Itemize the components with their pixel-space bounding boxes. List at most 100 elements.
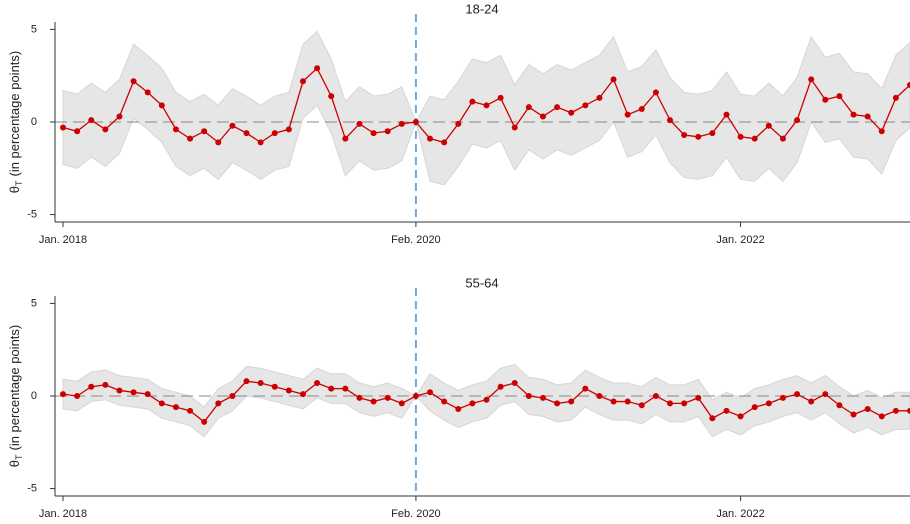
data-point xyxy=(441,398,448,405)
data-point xyxy=(610,76,617,83)
data-point xyxy=(737,413,744,420)
data-point xyxy=(215,139,222,146)
data-point xyxy=(765,400,772,407)
data-point xyxy=(836,93,843,100)
data-point xyxy=(892,94,899,101)
data-point xyxy=(60,124,66,131)
data-point xyxy=(511,124,518,131)
y-label-symbol: θ xyxy=(7,460,22,467)
data-point xyxy=(709,415,716,422)
y-tick-label: 5 xyxy=(31,297,37,309)
data-point xyxy=(469,98,476,105)
data-point xyxy=(257,380,264,387)
data-point xyxy=(229,122,236,129)
data-point xyxy=(582,385,589,392)
data-point xyxy=(582,102,589,109)
y-label-text: (in percentage points) xyxy=(7,325,22,451)
data-point xyxy=(74,393,81,399)
data-point xyxy=(427,135,434,142)
data-point xyxy=(709,130,716,137)
data-point xyxy=(441,139,448,146)
data-point xyxy=(681,400,688,407)
x-tick-label: Jan. 2018 xyxy=(39,234,87,246)
data-point xyxy=(483,102,490,109)
data-point xyxy=(822,96,829,103)
data-point xyxy=(497,383,504,390)
data-point xyxy=(652,393,659,399)
data-point xyxy=(342,135,349,142)
x-tick-label: Jan. 2022 xyxy=(716,234,764,246)
data-point xyxy=(779,135,786,142)
data-point xyxy=(144,89,151,96)
data-point xyxy=(681,131,688,138)
data-point xyxy=(808,398,815,405)
data-point xyxy=(158,400,165,407)
data-point xyxy=(695,394,702,401)
data-point xyxy=(356,120,363,127)
data-point xyxy=(314,65,321,72)
data-point xyxy=(822,391,829,398)
data-point xyxy=(412,393,419,399)
data-point xyxy=(878,128,885,135)
data-point xyxy=(243,378,250,385)
data-point xyxy=(907,407,910,414)
data-point xyxy=(257,139,264,146)
data-point xyxy=(370,398,377,405)
data-point xyxy=(88,383,95,390)
y-tick-label: -5 xyxy=(27,208,37,220)
data-point xyxy=(299,78,306,85)
data-point xyxy=(864,405,871,412)
data-point xyxy=(455,405,462,412)
data-point xyxy=(328,93,335,100)
data-point xyxy=(243,130,250,137)
data-point xyxy=(271,130,278,137)
data-point xyxy=(187,407,194,414)
data-point xyxy=(356,394,363,401)
x-tick-label: Jan. 2018 xyxy=(39,508,87,520)
data-point xyxy=(878,413,885,420)
y-label-symbol: θ xyxy=(7,186,22,193)
data-point xyxy=(850,111,857,118)
data-point xyxy=(539,113,546,120)
data-point xyxy=(158,102,165,109)
data-point xyxy=(469,400,476,407)
panel: -5 0 5 Jan. 2018 Feb. 2020 Jan. 2022 18-24 θT (i… xyxy=(7,1,910,246)
data-point xyxy=(342,385,349,392)
data-point xyxy=(285,126,292,133)
data-point xyxy=(130,78,137,85)
data-point xyxy=(638,402,645,409)
data-point xyxy=(568,109,575,116)
data-point xyxy=(172,126,179,133)
data-point xyxy=(201,128,208,135)
data-point xyxy=(864,113,871,120)
data-point xyxy=(398,400,405,407)
data-point xyxy=(525,104,532,111)
data-point xyxy=(384,394,391,401)
data-point xyxy=(652,89,659,96)
data-point xyxy=(172,404,179,411)
y-axis-label: θT (in percentage points) xyxy=(7,51,24,193)
data-point xyxy=(737,133,744,140)
data-point xyxy=(285,387,292,394)
data-point xyxy=(765,122,772,129)
data-point xyxy=(398,120,405,127)
y-label-subscript: T xyxy=(14,454,24,460)
data-point xyxy=(102,126,109,133)
data-point xyxy=(723,407,730,414)
data-point xyxy=(116,387,123,394)
data-point xyxy=(554,104,561,111)
data-point xyxy=(370,130,377,137)
data-point xyxy=(455,120,462,127)
y-tick-label: 5 xyxy=(31,23,37,35)
data-point xyxy=(314,380,321,387)
data-point xyxy=(794,117,801,124)
data-point xyxy=(554,400,561,407)
data-point xyxy=(892,407,899,414)
data-point xyxy=(187,135,194,142)
data-point xyxy=(116,113,123,120)
panel-title: 55-64 xyxy=(465,275,498,290)
x-tick-label: Feb. 2020 xyxy=(391,508,441,520)
data-point xyxy=(624,398,631,405)
data-point xyxy=(427,389,434,396)
